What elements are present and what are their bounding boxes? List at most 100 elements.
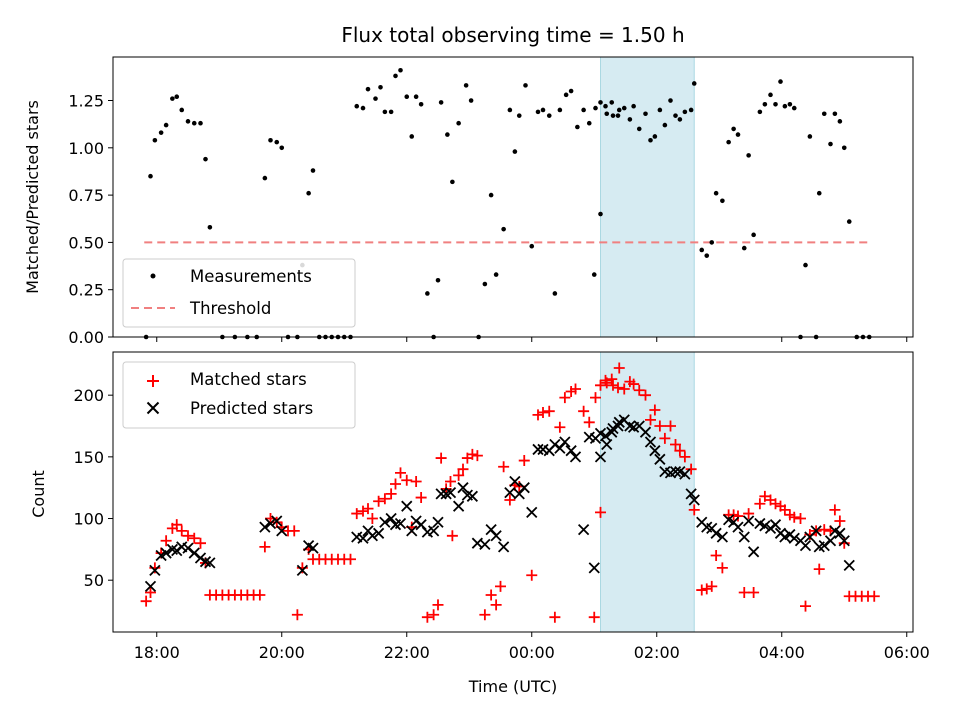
matched-star-point bbox=[716, 562, 728, 574]
matched-star-point bbox=[759, 490, 771, 502]
predicted-star-point bbox=[577, 523, 590, 536]
measurement-point bbox=[691, 81, 697, 86]
predicted-star-point bbox=[379, 516, 391, 528]
measurement-point bbox=[207, 224, 213, 230]
measurement-point bbox=[751, 232, 756, 238]
measurement-point bbox=[198, 120, 203, 126]
predicted-star-point bbox=[406, 525, 418, 537]
matched-star-point bbox=[649, 404, 661, 416]
count-y-tick-label: 150 bbox=[73, 448, 104, 467]
predicted-star-point bbox=[204, 557, 216, 569]
predicted-star-point bbox=[649, 445, 661, 457]
measurement-point bbox=[463, 83, 469, 88]
predicted-star-point bbox=[565, 445, 577, 457]
matched-star-point bbox=[600, 374, 611, 386]
count-x-tick-label: 00:00 bbox=[509, 643, 555, 662]
matched-star-point bbox=[645, 414, 656, 426]
matched-star-point bbox=[537, 406, 549, 418]
matched-star-point bbox=[490, 599, 502, 611]
measurement-point bbox=[598, 211, 603, 217]
count-x-tick-label: 22:00 bbox=[384, 643, 430, 662]
predicted-star-point bbox=[171, 544, 183, 557]
matched-star-point bbox=[543, 405, 555, 417]
matched-star-point bbox=[607, 379, 619, 391]
count-x-tick-label: 06:00 bbox=[884, 643, 930, 662]
measurement-point bbox=[735, 132, 741, 137]
predicted-star-point bbox=[738, 531, 750, 543]
matched-star-point bbox=[670, 439, 681, 451]
measurement-point bbox=[803, 262, 808, 268]
predicted-star-point bbox=[732, 521, 744, 533]
matched-star-point bbox=[640, 389, 651, 401]
measurement-point bbox=[310, 168, 316, 173]
predicted-star-point bbox=[444, 486, 457, 499]
measurement-point bbox=[170, 96, 175, 101]
predicted-star-point bbox=[769, 519, 782, 531]
predicted-star-point bbox=[385, 512, 397, 525]
ratio-y-tick-label: 0.50 bbox=[68, 233, 104, 252]
predicted-star-point bbox=[594, 451, 607, 463]
predicted-star-point bbox=[747, 546, 760, 558]
measurement-point bbox=[726, 139, 731, 145]
measurement-point bbox=[598, 100, 603, 105]
ratio-y-tick-label: 1.25 bbox=[68, 92, 104, 111]
predicted-star-point bbox=[194, 552, 207, 564]
predicted-star-point bbox=[788, 532, 800, 544]
ratio-panel-title: Flux total observing time = 1.50 h bbox=[341, 23, 684, 47]
predicted-star-point bbox=[271, 515, 283, 527]
ratio-y-tick-label: 0.00 bbox=[68, 328, 104, 347]
measurement-point bbox=[512, 149, 518, 154]
measurement-point bbox=[388, 109, 394, 115]
measurement-point bbox=[540, 107, 546, 113]
measurement-point bbox=[621, 105, 627, 111]
matched-stars-layer bbox=[140, 362, 880, 623]
measurement-point bbox=[354, 103, 360, 109]
measurement-point bbox=[529, 243, 535, 249]
measurement-point bbox=[609, 100, 615, 105]
count-x-tick-label: 18:00 bbox=[134, 643, 180, 662]
predicted-star-point bbox=[569, 451, 582, 463]
predicted-star-point bbox=[764, 522, 777, 535]
measurement-point bbox=[398, 67, 403, 73]
measurement-point bbox=[557, 107, 563, 113]
matched-star-point bbox=[415, 492, 427, 504]
matched-star-point bbox=[435, 452, 447, 464]
predicted-star-point bbox=[401, 500, 413, 512]
predicted-star-point bbox=[490, 530, 502, 542]
predicted-star-point bbox=[601, 438, 613, 451]
measurement-point bbox=[828, 141, 833, 147]
measurement-point bbox=[568, 88, 574, 94]
ratio-panel-y-axis-label: Matched/Predicted stars bbox=[23, 100, 42, 294]
ratio-panel-ticks: 0.00 0.25 0.50 0.75 1.00 1.25 bbox=[68, 92, 908, 347]
matched-star-point bbox=[659, 432, 671, 444]
predicted-star-point bbox=[504, 486, 516, 499]
measurement-point bbox=[837, 119, 843, 124]
predicted-star-point bbox=[834, 527, 846, 539]
measurement-point bbox=[713, 190, 719, 196]
measurement-point bbox=[203, 156, 208, 162]
measurement-point bbox=[757, 109, 763, 115]
matched-star-point bbox=[410, 476, 422, 488]
predicted-star-point bbox=[452, 500, 465, 512]
matched-star-point bbox=[504, 494, 516, 506]
predicted-star-point bbox=[549, 438, 561, 451]
top-highlight-span bbox=[600, 56, 695, 338]
matched-star-point bbox=[432, 599, 444, 611]
measurement-point bbox=[581, 107, 586, 113]
predicted-star-point bbox=[357, 532, 369, 544]
matched-star-point bbox=[457, 463, 469, 475]
matched-star-point bbox=[345, 553, 356, 565]
matched-star-point bbox=[160, 535, 172, 547]
count-y-tick-label: 200 bbox=[73, 386, 104, 405]
measurement-point bbox=[668, 98, 673, 103]
measurement-point bbox=[360, 105, 366, 111]
predicted-star-point bbox=[144, 580, 157, 592]
matched-star-point bbox=[390, 478, 401, 490]
measurement-point bbox=[586, 120, 592, 126]
measurement-point bbox=[279, 145, 285, 151]
measurement-point bbox=[262, 175, 268, 181]
count-x-tick-label: 04:00 bbox=[759, 643, 805, 662]
measurement-point bbox=[373, 96, 378, 101]
measurement-point bbox=[523, 83, 528, 88]
measurement-point bbox=[563, 92, 569, 98]
